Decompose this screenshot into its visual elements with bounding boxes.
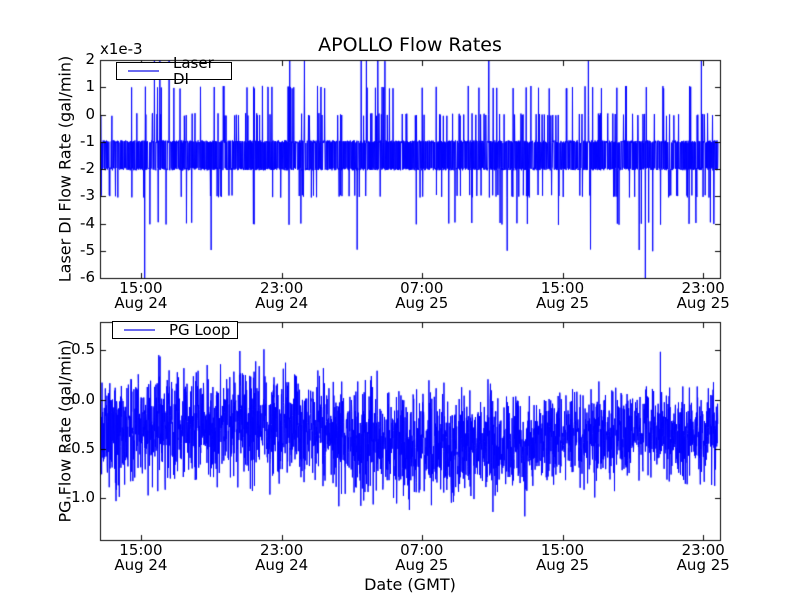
y-tick-label: -5	[80, 240, 95, 259]
x-axis-label: Date (GMT)	[364, 575, 456, 594]
y-tick-label: -6	[80, 268, 95, 286]
x-tick-time: 15:00	[540, 541, 585, 559]
x-tick-date: Aug 25	[535, 556, 590, 574]
x-tick-time: 23:00	[681, 279, 725, 297]
y-tick-label: -4	[80, 213, 95, 232]
legend-pg-loop: PG Loop	[112, 321, 238, 339]
x-tick-time: 23:00	[260, 279, 304, 297]
y-tick-label: 1	[85, 77, 95, 96]
y-tick-label: -2	[80, 159, 95, 177]
x-tick-time: 07:00	[400, 541, 444, 559]
figure-title: APOLLO Flow Rates	[318, 34, 502, 56]
x-tick-date: Aug 25	[395, 294, 449, 312]
x-tick-date: Aug 24	[255, 556, 309, 574]
x-tick-date: Aug 24	[114, 294, 168, 312]
x-tick-date: Aug 25	[535, 294, 590, 312]
y-tick-label: 2	[85, 50, 95, 68]
x-tick-time: 07:00	[400, 279, 444, 297]
legend-line-sample-icon	[124, 329, 155, 331]
x-tick-time: 23:00	[681, 541, 725, 559]
x-tick-time: 15:00	[540, 279, 585, 297]
legend-label-pg-loop: PG Loop	[169, 321, 231, 339]
x-tick-date: Aug 25	[676, 294, 730, 312]
x-tick-date: Aug 25	[676, 556, 730, 574]
x-tick-date: Aug 24	[114, 556, 168, 574]
x-tick-time: 15:00	[119, 279, 163, 297]
y-axis-offset-text: x1e-3	[100, 40, 143, 58]
y-tick-label: 0.5	[71, 340, 95, 359]
y-tick-label: -3	[80, 186, 95, 205]
y-tick-label: 0.0	[71, 389, 95, 408]
legend-line-sample-icon	[128, 70, 159, 72]
x-tick-time: 23:00	[260, 541, 304, 559]
legend-laser-di: Laser DI	[116, 55, 232, 87]
y-tick-label: -1.0	[65, 487, 95, 506]
x-tick-date: Aug 24	[255, 294, 309, 312]
y-tick-label: -1	[80, 131, 95, 150]
y-tick-label: -0.5	[65, 438, 95, 457]
x-tick-time: 15:00	[119, 541, 163, 559]
legend-label-laser-di: Laser DI	[173, 54, 214, 88]
x-tick-date: Aug 25	[395, 556, 449, 574]
y-tick-label: 0	[85, 104, 95, 123]
